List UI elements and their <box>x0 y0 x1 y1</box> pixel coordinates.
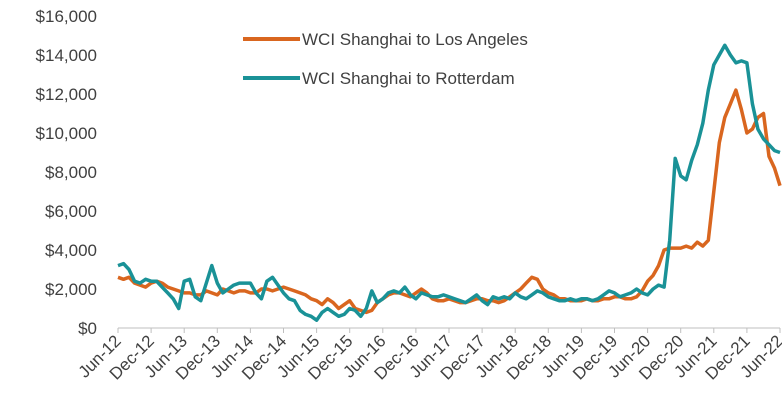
y-tick-label: $0 <box>78 319 97 338</box>
y-tick-label: $6,000 <box>45 202 97 221</box>
series-line <box>117 43 781 322</box>
y-tick-label: $14,000 <box>36 46 97 65</box>
y-tick-label: $2,000 <box>45 280 97 299</box>
legend-label: WCI Shanghai to Los Angeles <box>302 30 528 49</box>
legend-label: WCI Shanghai to Rotterdam <box>302 69 515 88</box>
y-tick-label: $8,000 <box>45 163 97 182</box>
y-tick-label: $12,000 <box>36 85 97 104</box>
y-tick-label: $10,000 <box>36 124 97 143</box>
y-tick-label: $16,000 <box>36 7 97 26</box>
y-tick-label: $4,000 <box>45 241 97 260</box>
